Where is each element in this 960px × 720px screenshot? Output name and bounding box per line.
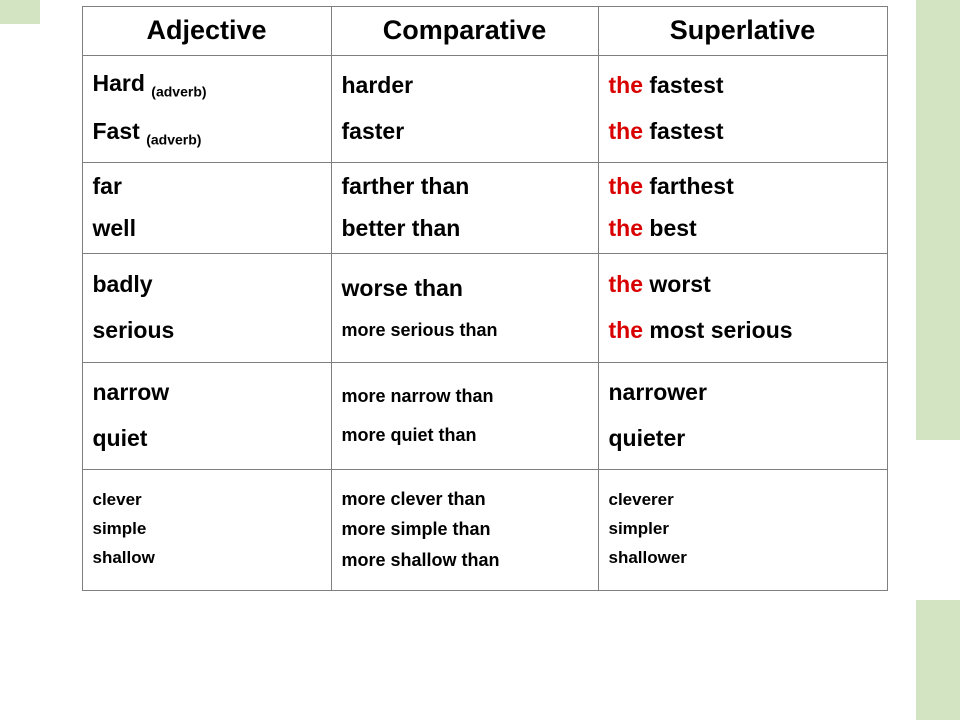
header-adjective: Adjective [82, 6, 332, 56]
bg-accent-bottom-right [916, 600, 960, 720]
table-header-row: Adjective Comparative Superlative [82, 6, 890, 55]
table-row: far well farther than better than the farthe… [82, 162, 890, 253]
comparative-entry: worse than [342, 273, 588, 304]
cell-superlative: the farthest the best [598, 162, 888, 254]
cell-superlative: cleverer simpler shallower [598, 469, 888, 591]
comparative-entry: more shallow than [342, 548, 588, 572]
adjective-entry: Fast (adverb) [93, 116, 321, 149]
header-superlative: Superlative [598, 6, 888, 56]
table-row: badly serious worse than more serious than t… [82, 253, 890, 362]
table-row: cleversimpleshallowmore clever thanmore … [82, 469, 890, 590]
header-comparative: Comparative [331, 6, 599, 56]
table-row: Hard (adverb) Fast (adverb) harder faster th… [82, 55, 890, 162]
comparative-entry: more narrow than [342, 384, 588, 408]
superlative-entry: the fastest [609, 70, 877, 101]
cell-comparative: worse than more serious than [331, 253, 599, 363]
superlative-entry: the most serious [609, 315, 877, 346]
comparison-table: Adjective Comparative Superlative Hard (… [82, 6, 890, 590]
cell-adjective: clever simple shallow [82, 469, 332, 591]
superlative-entry: cleverer [609, 489, 877, 512]
superlative-entry: quieter [609, 423, 877, 454]
cell-comparative: harder faster [331, 55, 599, 163]
adjective-entry: far [93, 171, 321, 202]
comparative-entry: more quiet than [342, 423, 588, 447]
superlative-entry: narrower [609, 377, 877, 408]
comparative-entry: better than [342, 213, 588, 244]
cell-superlative: the fastest the fastest [598, 55, 888, 163]
comparative-entry: harder [342, 70, 588, 101]
cell-comparative: farther than better than [331, 162, 599, 254]
bg-accent-top-left [0, 0, 40, 24]
comparative-entry: more serious than [342, 318, 588, 342]
cell-comparative: more narrow than more quiet than [331, 362, 599, 470]
comparative-entry: more clever than [342, 487, 588, 511]
comparative-entry: farther than [342, 171, 588, 202]
cell-adjective: far well [82, 162, 332, 254]
bg-accent-top-right [916, 0, 960, 440]
adjective-entry: badly [93, 269, 321, 300]
adjective-entry: clever [93, 489, 321, 512]
superlative-entry: shallower [609, 547, 877, 570]
adjective-entry: narrow [93, 377, 321, 408]
table-row: narrow quiet more narrow than more quiet th… [82, 362, 890, 469]
comparative-entry: faster [342, 116, 588, 147]
superlative-entry: the farthest [609, 171, 877, 202]
cell-superlative: narrower quieter [598, 362, 888, 470]
adjective-entry: quiet [93, 423, 321, 454]
adjective-entry: Hard (adverb) [93, 68, 321, 101]
superlative-entry: the worst [609, 269, 877, 300]
cell-comparative: more clever than more simple than more sha… [331, 469, 599, 591]
superlative-entry: the best [609, 213, 877, 244]
adjective-entry: well [93, 213, 321, 244]
cell-adjective: badly serious [82, 253, 332, 363]
adjective-entry: shallow [93, 547, 321, 570]
adjective-entry: serious [93, 315, 321, 346]
cell-adjective: narrow quiet [82, 362, 332, 470]
superlative-entry: the fastest [609, 116, 877, 147]
comparative-entry: more simple than [342, 517, 588, 541]
adjective-entry: simple [93, 518, 321, 541]
superlative-entry: simpler [609, 518, 877, 541]
cell-superlative: the worst the most serious [598, 253, 888, 363]
cell-adjective: Hard (adverb) Fast (adverb) [82, 55, 332, 163]
